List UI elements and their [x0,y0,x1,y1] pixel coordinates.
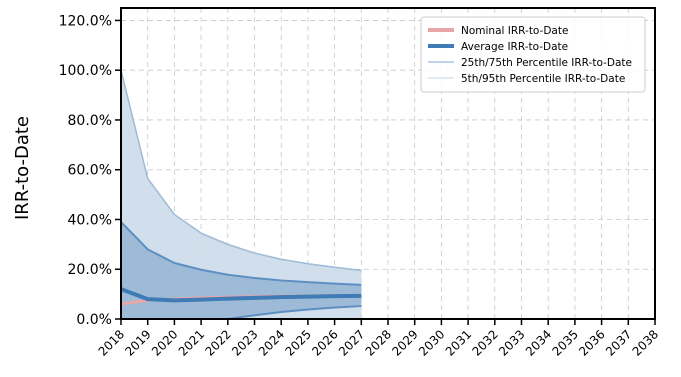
y-tick-label: 0.0% [76,312,112,328]
line-average-irr [120,287,362,303]
x-tick-label: 2029 [389,327,420,358]
x-tick-label: 2035 [550,327,581,358]
x-tick-label: 2023 [229,327,260,358]
x-tick-label: 2034 [523,327,554,358]
x-tick-label: 2019 [122,327,153,358]
ytick-layer: 0.0% 20.0% 40.0% 60.0% 80.0% 100.0% 120.0% [59,13,112,328]
x-tick-label: 2027 [336,327,367,358]
x-tick-label: 2018 [96,327,127,358]
line-layer [120,287,362,306]
x-tick-label: 2025 [283,327,314,358]
x-tick-label: 2028 [363,327,394,358]
y-axis-label: IRR-to-Date [12,116,33,220]
x-tick-label: 2038 [630,327,661,358]
x-tick-label: 2026 [309,327,340,358]
legend-label: 25th/75th Percentile IRR-to-Date [461,57,632,69]
x-tick-label: 2036 [576,327,607,358]
legend-box [420,16,646,93]
x-tick-label: 2033 [496,327,527,358]
y-tick-label: 100.0% [59,63,112,79]
y-tick-label: 80.0% [68,113,112,129]
band-5th-95th-percentile [121,70,362,319]
line-95th-percentile [120,70,362,272]
xtick-layer: 2018201920202021202220232024202520262027… [96,327,661,358]
x-tick-label: 2030 [416,327,447,358]
y-tick-label: 20.0% [68,262,112,278]
axis-layer [115,7,656,325]
line-75th-percentile [120,221,362,286]
x-tick-label: 2031 [443,327,474,358]
legend-label: 5th/95th Percentile IRR-to-Date [461,73,625,85]
x-tick-label: 2021 [176,327,207,358]
band-layer [120,70,362,320]
legend-label: Average IRR-to-Date [461,41,568,53]
x-tick-label: 2032 [469,327,500,358]
y-tick-label: 120.0% [59,13,112,29]
legend: Nominal IRR-to-Date Average IRR-to-Date 25… [420,16,646,93]
legend-label: Nominal IRR-to-Date [461,25,568,37]
x-tick-label: 2020 [149,327,180,358]
x-tick-label: 2022 [202,327,233,358]
y-tick-label: 60.0% [68,163,112,179]
y-tick-label: 40.0% [68,212,112,228]
x-tick-label: 2024 [256,327,287,358]
x-tick-label: 2037 [603,327,634,358]
